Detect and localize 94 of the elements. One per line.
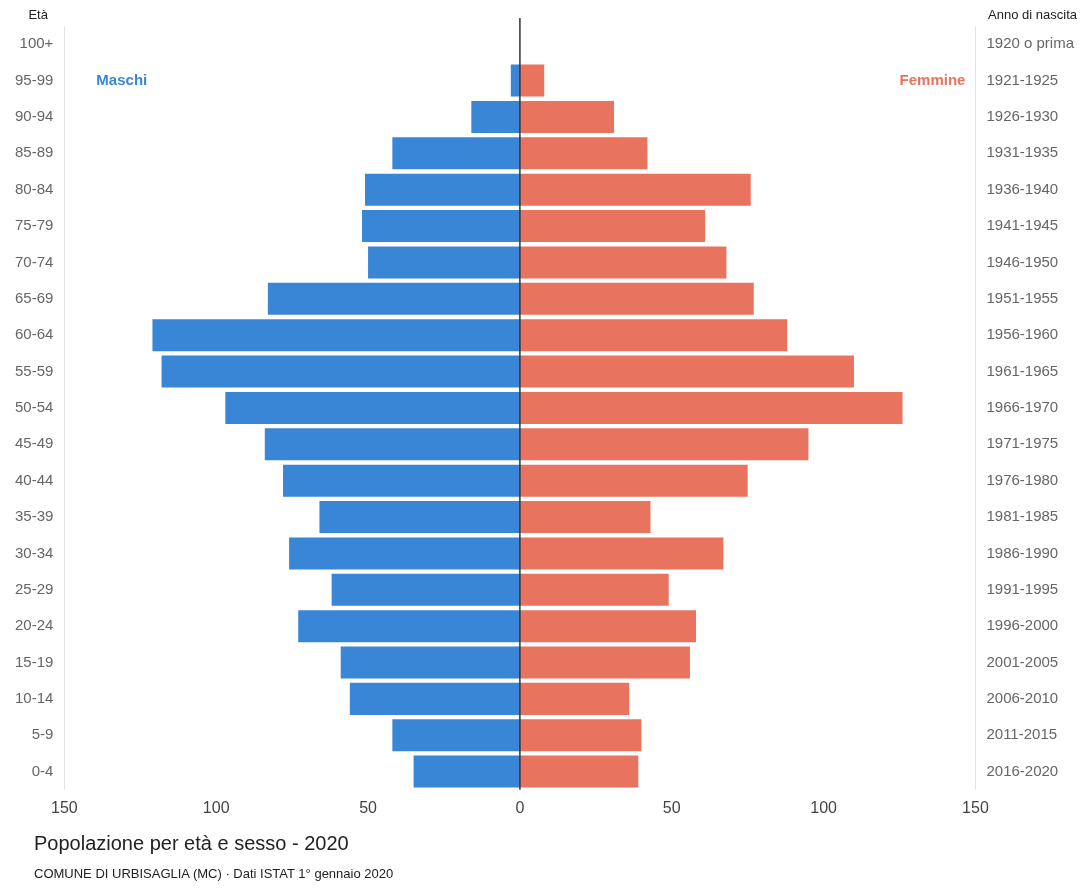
y-tick-label: 60-64 <box>14 325 54 343</box>
bar <box>519 319 788 352</box>
y-tick-label: 15-19 <box>14 652 54 670</box>
y-tick-label: 95-99 <box>14 70 54 88</box>
bar <box>519 755 639 788</box>
bar <box>283 464 520 497</box>
bar <box>519 355 854 388</box>
text: Popolazione per età e sesso - 2020 <box>34 832 349 855</box>
bar <box>519 246 727 279</box>
y2-tick-label: 1971-1975 <box>986 434 1059 452</box>
y-tick-label: 85-89 <box>14 143 54 161</box>
y-tick-label: 70-74 <box>14 252 54 270</box>
y-axis-title: Età <box>28 7 49 23</box>
text: Femmine <box>899 70 966 88</box>
y2-tick-label: 1936-1940 <box>986 179 1059 197</box>
bar <box>519 464 748 497</box>
text: COMUNE DI URBISAGLIA (MC) · Dati ISTAT 1° gennaio 2020 <box>34 866 394 881</box>
bar <box>519 428 809 461</box>
y2-tick-label: 2006-2010 <box>986 689 1059 707</box>
text: Maschi <box>96 70 148 88</box>
y2-tick-label: 1996-2000 <box>986 616 1059 634</box>
bar <box>298 610 520 643</box>
bar <box>519 537 724 570</box>
bar <box>289 537 520 570</box>
y-tick-label: 80-84 <box>14 179 54 197</box>
bar <box>152 319 520 352</box>
y-tick-label: 35-39 <box>14 507 54 525</box>
x-tick-label: 50 <box>359 798 378 816</box>
bar <box>225 391 520 424</box>
x-tick-label: 150 <box>51 798 78 816</box>
y-tick-label: 45-49 <box>14 434 54 452</box>
y2-tick-label: 2016-2020 <box>986 761 1059 779</box>
bar <box>519 682 630 715</box>
x-tick-label: 100 <box>810 798 838 816</box>
x-tick-label: 50 <box>662 798 681 816</box>
bar <box>365 173 520 206</box>
bar <box>519 610 697 643</box>
bar <box>331 573 520 606</box>
bar <box>519 282 754 315</box>
x-tick-label: 150 <box>962 798 989 816</box>
y-tick-label: 65-69 <box>14 288 54 306</box>
bar <box>368 246 520 279</box>
bar <box>519 100 615 133</box>
bar <box>349 682 520 715</box>
y-tick-label: 20-24 <box>14 616 54 634</box>
y-tick-label: 30-34 <box>14 543 54 561</box>
y2-tick-label: 1921-1925 <box>986 70 1059 88</box>
bar <box>519 719 642 752</box>
y2-tick-label: 2011-2015 <box>986 725 1058 743</box>
bar <box>319 501 520 534</box>
bar <box>413 755 520 788</box>
y-tick-label: 50-54 <box>14 398 54 416</box>
x-tick-label: 100 <box>202 798 230 816</box>
y2-tick-label: 1981-1985 <box>986 507 1059 525</box>
y-tick-label: 5-9 <box>31 725 54 743</box>
y-tick-label: 55-59 <box>14 361 54 379</box>
y2-tick-label: 1931-1935 <box>986 143 1059 161</box>
bar <box>519 501 651 534</box>
y2-tick-label: 1926-1930 <box>986 107 1059 125</box>
y-tick-label: 100+ <box>19 34 54 52</box>
y-tick-label: 25-29 <box>14 579 54 597</box>
bar <box>519 173 751 206</box>
y-tick-label: 90-94 <box>14 107 54 125</box>
bar <box>264 428 520 461</box>
bar <box>519 391 903 424</box>
y-tick-label: 40-44 <box>14 470 54 488</box>
bar <box>392 719 520 752</box>
y2-tick-label: 1986-1990 <box>986 543 1059 561</box>
y-tick-label: 0-4 <box>31 761 54 779</box>
y2-tick-label: 1956-1960 <box>986 325 1059 343</box>
bar <box>471 100 520 133</box>
x-tick-label: 0 <box>515 798 525 816</box>
bar <box>519 64 545 97</box>
y2-tick-label: 1951-1955 <box>986 288 1059 306</box>
y2-tick-label: 1961-1965 <box>986 361 1059 379</box>
y2-tick-label: 1920 o prima <box>986 34 1075 52</box>
bar <box>161 355 520 388</box>
bar <box>519 646 690 679</box>
y2-axis-title: Anno di nascita <box>988 7 1078 23</box>
y2-tick-label: 1991-1995 <box>986 579 1059 597</box>
bar <box>519 573 669 606</box>
y2-tick-label: 1976-1980 <box>986 470 1059 488</box>
bar <box>340 646 520 679</box>
bar <box>519 137 648 170</box>
y2-tick-label: 1941-1945 <box>986 216 1059 234</box>
bar <box>361 210 520 243</box>
y2-tick-label: 1966-1970 <box>986 398 1059 416</box>
y2-tick-label: 1946-1950 <box>986 252 1059 270</box>
bar <box>519 210 706 243</box>
bar <box>267 282 520 315</box>
y2-tick-label: 2001-2005 <box>986 652 1059 670</box>
y-tick-label: 10-14 <box>14 689 54 707</box>
y-tick-label: 75-79 <box>14 216 54 234</box>
bar <box>392 137 520 170</box>
